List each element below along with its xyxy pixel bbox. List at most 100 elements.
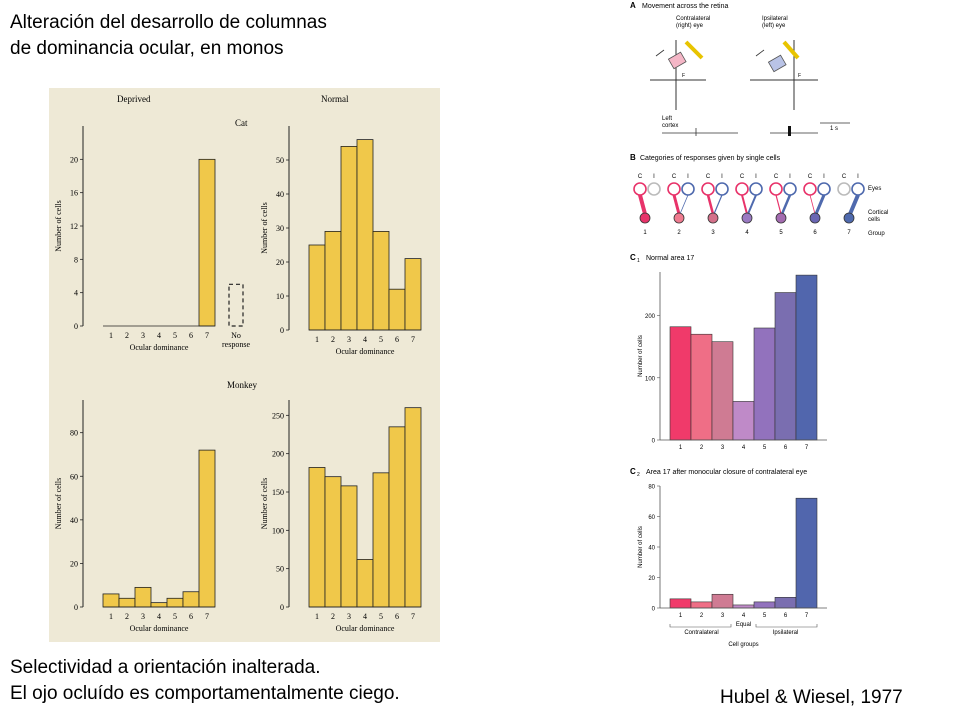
y-tick-label: 100	[645, 376, 656, 382]
y-tick-label: 200	[272, 450, 284, 459]
b-cortical-cell	[775, 212, 787, 224]
x-tick-label: 2	[125, 331, 129, 340]
b-c-label: C	[638, 174, 643, 180]
c1-title: Normal area 17	[646, 255, 694, 262]
slide-title: Alteración del desarrollo de columnas de…	[10, 10, 450, 62]
y-tick-label: 250	[272, 411, 284, 420]
x-tick-label: 7	[411, 612, 415, 621]
b-input-i	[679, 194, 689, 215]
bar	[356, 559, 374, 608]
y-tick-label: 50	[276, 565, 284, 574]
y-tick-label: 0	[652, 607, 656, 613]
x-tick-label: 6	[189, 331, 193, 340]
b-eye-i	[851, 182, 865, 196]
y-tick-label: 40	[648, 546, 655, 552]
x-tick-label: 1	[315, 612, 319, 621]
y-tick-label: 20	[276, 258, 284, 267]
b-input-c	[809, 194, 816, 215]
scanned-histogram-panel: Deprived Normal Cat Monkey 0 4 8 12 16 20 1 2 3 4…	[49, 88, 440, 642]
b-c-label: C	[808, 174, 813, 180]
bar	[690, 333, 713, 441]
x-tick-label: 5	[379, 612, 383, 621]
y-tick-label: 40	[276, 190, 284, 199]
b-c-label: C	[842, 174, 847, 180]
bar	[753, 601, 776, 609]
chart-monkey-normal: 0 50 100 150 200 250 1 2 3 4 5 6 7 Ocular dominance Nu…	[260, 400, 422, 633]
x-tick-label: 7	[805, 613, 809, 619]
y-tick-label: 8	[74, 255, 78, 264]
b-i-label: I	[823, 174, 825, 180]
b-eye-c	[837, 182, 851, 196]
x-tick-label: 3	[347, 335, 351, 344]
bar	[150, 602, 168, 608]
no-response-bar	[228, 283, 244, 327]
y-tick-label: 20	[70, 559, 78, 568]
y-tick-label: 0	[652, 439, 656, 445]
b-eye-c	[667, 182, 681, 196]
bar	[388, 426, 406, 608]
b-eye-i	[783, 182, 797, 196]
bar	[753, 327, 776, 441]
retina-right-diagram: F	[750, 40, 818, 110]
chart-c1: 0 100 200 1 2 3 4 5 6 7 Number of cells	[638, 272, 827, 451]
b-group-number: 1	[643, 230, 647, 236]
a-eye-right-2: (left) eye	[762, 23, 786, 29]
b-eye-i	[681, 182, 695, 196]
group-label-equal: Equal	[736, 622, 751, 628]
b-input-i	[848, 194, 860, 215]
b-c-label: C	[706, 174, 711, 180]
a-eye-left-2: (right) eye	[676, 23, 704, 29]
b-i-label: I	[857, 174, 859, 180]
contralateral-bracket	[669, 624, 732, 628]
b-group-number: 6	[813, 230, 817, 236]
x-tick-label: 1	[315, 335, 319, 344]
y-axis-label: Number of cells	[54, 478, 63, 530]
y-tick-label: 60	[70, 472, 78, 481]
b-eye-c	[735, 182, 749, 196]
y-axis-label: Number of cells	[260, 202, 269, 254]
x-tick-label: 5	[379, 335, 383, 344]
b-eye-c	[769, 182, 783, 196]
y-tick-label: 30	[276, 224, 284, 233]
x-tick-label: 4	[742, 613, 746, 619]
hubel-wiesel-figure: A Movement across the retina Contralater…	[610, 0, 960, 680]
bar	[732, 604, 755, 609]
x-tick-label: 3	[721, 445, 725, 451]
bar	[774, 597, 797, 609]
y-axis-label: Number of cells	[54, 200, 63, 252]
x-tick-label: 2	[700, 613, 704, 619]
b-i-label: I	[721, 174, 723, 180]
a-title: Movement across the retina	[642, 3, 728, 10]
bar	[372, 230, 390, 331]
y-tick-label: 80	[70, 429, 78, 438]
a-f-right: F	[798, 73, 801, 79]
b-input-c	[741, 194, 748, 215]
b-eye-c	[633, 182, 647, 196]
b-cortical-cell	[639, 212, 651, 224]
b-group-number: 5	[779, 230, 783, 236]
bar	[308, 244, 326, 331]
b-cortical-cell	[809, 212, 821, 224]
x-tick-label: 6	[395, 612, 399, 621]
x-tick-label: 3	[347, 612, 351, 621]
a-eye-right-1: Ipsilateral	[762, 16, 788, 22]
x-tick-label: 4	[363, 335, 367, 344]
bar	[404, 258, 422, 331]
x-tick-label: 3	[141, 331, 145, 340]
b-eyes-label: Eyes	[868, 186, 881, 192]
bar	[711, 593, 734, 609]
bar	[102, 593, 120, 608]
y-tick-label: 10	[276, 292, 284, 301]
bar	[795, 274, 818, 441]
b-eye-i	[647, 182, 661, 196]
y-tick-label: 12	[70, 222, 78, 231]
y-axis-label: Number of cells	[638, 335, 644, 377]
b-group-number: 4	[745, 230, 749, 236]
x-tick-label: 3	[721, 613, 725, 619]
b-input-i	[713, 194, 723, 215]
bar	[118, 597, 136, 608]
citation: Hubel & Wiesel, 1977	[720, 687, 903, 708]
x-tick-label: 4	[363, 612, 367, 621]
x-tick-label: 1	[109, 331, 113, 340]
